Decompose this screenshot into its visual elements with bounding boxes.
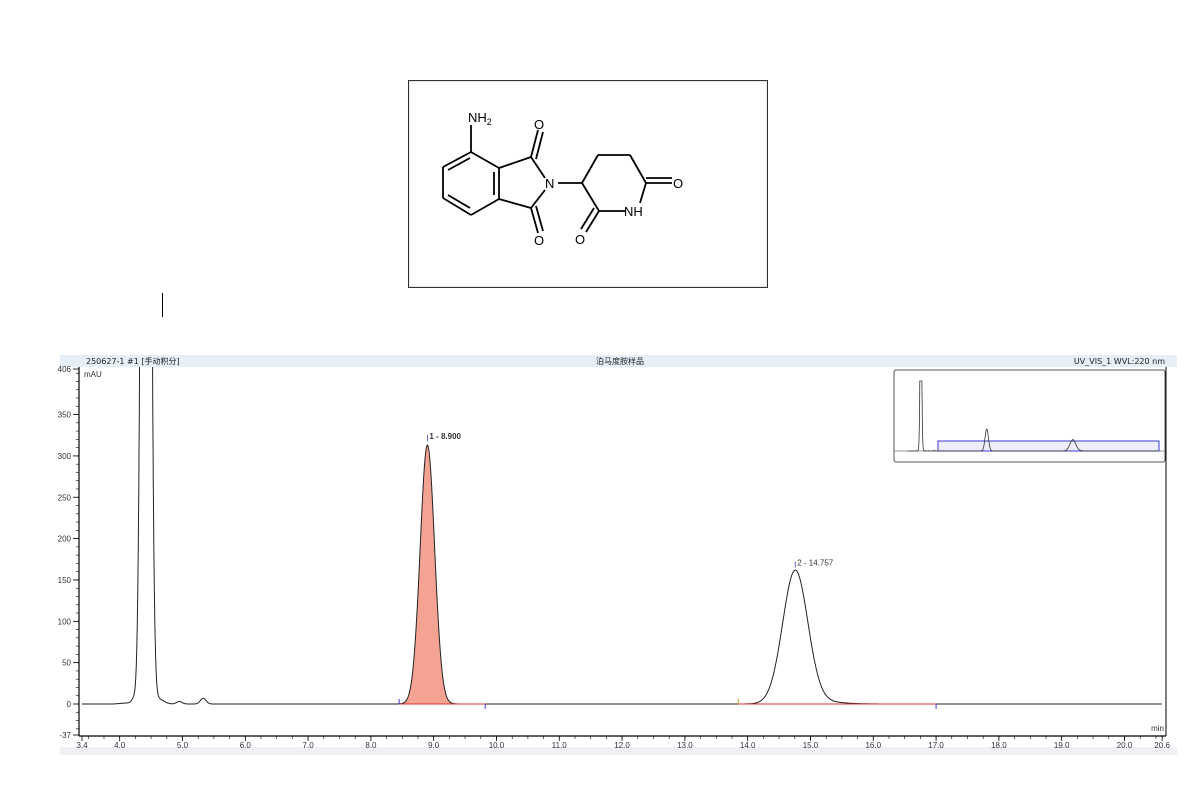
y-tick-label: 150 xyxy=(58,576,72,585)
bonds xyxy=(442,125,672,234)
x-axis-label: min xyxy=(1151,724,1164,733)
peak-2-label: 2 - 14.757 xyxy=(797,559,834,568)
header-bar xyxy=(60,355,1177,367)
x-tick-label: 8.0 xyxy=(365,741,377,750)
footer-bar xyxy=(60,747,1177,755)
text-cursor xyxy=(162,293,163,317)
y-tick-label: -37 xyxy=(59,731,71,740)
inset-zoom-window xyxy=(937,440,1160,452)
x-tick-label: 4.0 xyxy=(114,741,126,750)
x-tick-label: 16.0 xyxy=(865,741,881,750)
peak-labels: 1 - 8.900 2 - 14.757 xyxy=(426,432,834,568)
x-tick-label: 12.0 xyxy=(614,741,630,750)
x-tick-label: 19.0 xyxy=(1054,741,1070,750)
x-tick-label: 3.4 xyxy=(76,741,88,750)
atom-o-lower: O xyxy=(575,232,585,247)
x-tick-label: 14.0 xyxy=(740,741,756,750)
y-tick-label: 300 xyxy=(58,452,72,461)
x-tick-label: 17.0 xyxy=(928,741,944,750)
x-tick-label: 11.0 xyxy=(552,741,568,750)
structure-frame xyxy=(408,80,768,288)
x-tick-label: 5.0 xyxy=(177,741,189,750)
chemical-structure: NH2 O N O O NH O xyxy=(408,80,768,288)
y-tick-label: 200 xyxy=(58,535,72,544)
inset-trace xyxy=(907,380,1159,452)
x-tick-label: 7.0 xyxy=(303,741,315,750)
y-axis-label: mAU xyxy=(84,370,102,379)
x-tick-label: 18.0 xyxy=(991,741,1007,750)
y-tick-label: 406 xyxy=(58,365,72,374)
y-tick-label: 350 xyxy=(58,411,72,420)
x-tick-label: 10.0 xyxy=(489,741,505,750)
x-tick-label: 9.0 xyxy=(428,741,440,750)
inset-frame xyxy=(893,369,1166,463)
atom-o-top: O xyxy=(534,117,544,132)
y-tick-label: 250 xyxy=(58,493,72,502)
atom-o-bottom: O xyxy=(534,233,544,248)
x-tick-label: 20.6 xyxy=(1154,741,1170,750)
atom-o-right: O xyxy=(673,176,683,191)
atom-n: N xyxy=(545,176,554,191)
x-tick-label: 13.0 xyxy=(677,741,693,750)
x-tick-label: 15.0 xyxy=(803,741,819,750)
y-tick-label: 100 xyxy=(58,617,72,626)
chart-title: 泊马度胺样品 xyxy=(596,356,644,366)
y-tick-label: 0 xyxy=(67,700,72,709)
y-tick-label: 50 xyxy=(62,659,71,668)
plot-area xyxy=(82,367,1162,709)
peak-1-label: 1 - 8.900 xyxy=(429,432,461,441)
x-tick-label: 6.0 xyxy=(240,741,252,750)
chromatogram-trace xyxy=(82,367,1162,705)
atom-nh2: NH2 xyxy=(468,110,492,127)
header-sample-id: 250627-1 #1 [手动积分] xyxy=(86,356,180,366)
atom-nh: NH xyxy=(624,204,643,219)
peak-1-fill xyxy=(399,445,486,704)
header-channel: UV_VIS_1 WVL:220 nm xyxy=(1074,357,1165,366)
axes: -37 0 50 100 150 200 250 300 350 406 3.4 4.0 5.0 6.0 7… xyxy=(58,365,1171,750)
x-tick-label: 20.0 xyxy=(1117,741,1133,750)
overview-inset[interactable] xyxy=(893,369,1166,463)
